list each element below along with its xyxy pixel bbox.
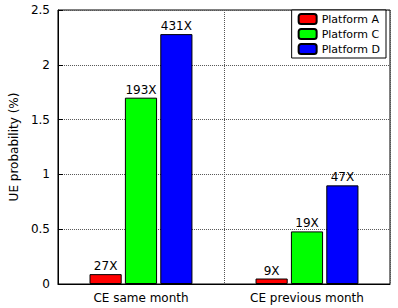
- svg-text:Platform C: Platform C: [322, 28, 380, 41]
- svg-text:Platform A: Platform A: [322, 13, 380, 26]
- svg-text:19X: 19X: [295, 216, 319, 230]
- svg-text:27X: 27X: [94, 259, 118, 273]
- svg-text:CE same month: CE same month: [93, 291, 188, 305]
- svg-text:0.5: 0.5: [31, 222, 50, 236]
- svg-text:9X: 9X: [264, 264, 280, 278]
- svg-text:2: 2: [42, 58, 50, 72]
- svg-text:2.5: 2.5: [31, 3, 50, 17]
- svg-text:1.5: 1.5: [31, 113, 50, 127]
- svg-text:0: 0: [42, 277, 50, 291]
- svg-text:UE probability (%): UE probability (%): [7, 93, 21, 202]
- svg-text:1: 1: [42, 167, 50, 181]
- svg-text:47X: 47X: [331, 170, 355, 184]
- svg-text:193X: 193X: [125, 83, 156, 97]
- svg-text:CE previous month: CE previous month: [250, 291, 364, 305]
- svg-text:Platform D: Platform D: [322, 43, 380, 56]
- svg-text:431X: 431X: [161, 19, 192, 33]
